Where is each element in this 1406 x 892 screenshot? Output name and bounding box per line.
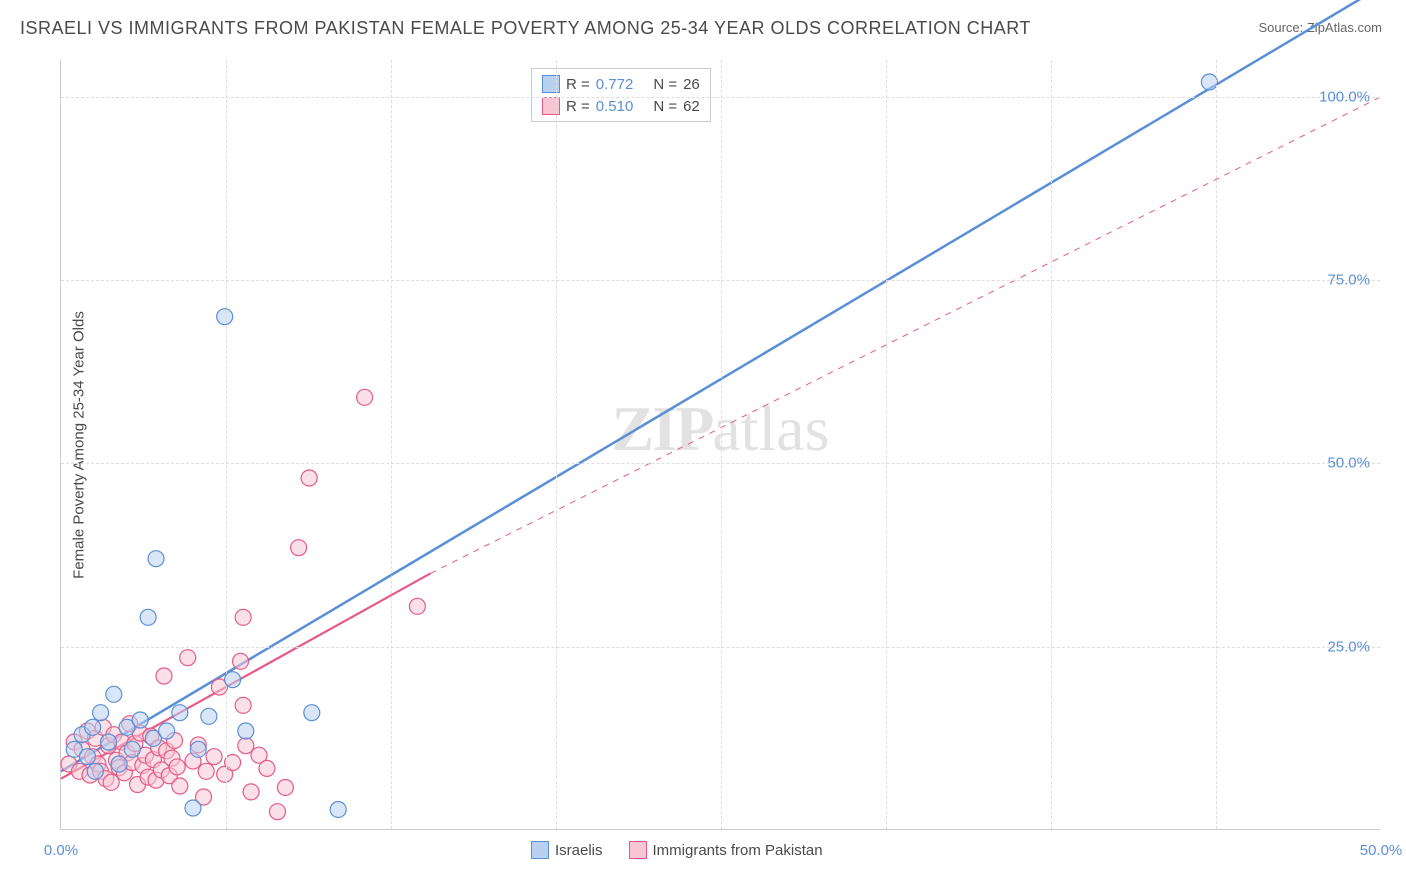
legend-series: Israelis Immigrants from Pakistan [531,841,823,859]
xtick-label: 50.0% [1360,842,1403,859]
ytick-label: 50.0% [1327,455,1370,472]
swatch-pink-icon [629,841,647,859]
ytick-label: 25.0% [1327,638,1370,655]
plot-area: Female Poverty Among 25-34 Year Olds R =… [60,60,1380,830]
ytick-label: 100.0% [1319,88,1370,105]
legend-label: Israelis [555,842,603,859]
xtick-label: 0.0% [44,842,78,859]
legend-item-pakistan: Immigrants from Pakistan [629,841,823,859]
ytick-label: 75.0% [1327,272,1370,289]
legend-item-israelis: Israelis [531,841,603,859]
swatch-blue-icon [531,841,549,859]
chart-title: ISRAELI VS IMMIGRANTS FROM PAKISTAN FEMA… [20,18,1031,39]
legend-label: Immigrants from Pakistan [653,842,823,859]
